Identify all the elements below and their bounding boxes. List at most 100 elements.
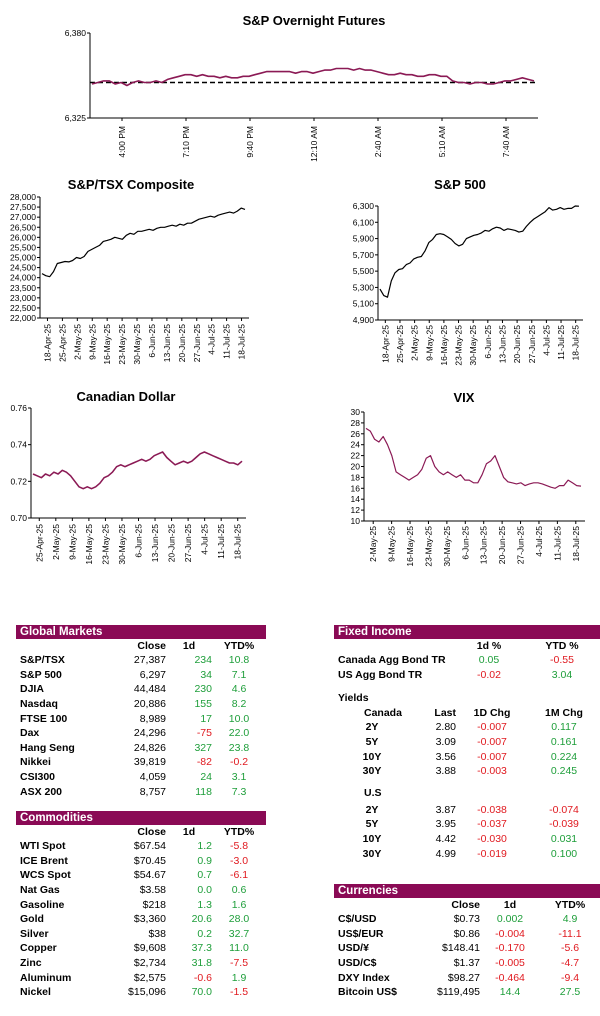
- x-tick-label: 9-May-25: [67, 524, 77, 560]
- currency-name: USD/C$: [338, 957, 377, 970]
- commodity-name: Silver: [20, 927, 49, 940]
- x-tick-label: 4-Jul-25: [200, 524, 210, 555]
- yield-last: 4.42: [435, 833, 456, 846]
- y-tick-label: 27,500: [10, 202, 36, 212]
- x-tick-label: 27-Jun-25: [183, 524, 193, 563]
- change-1d: 31.8: [191, 957, 212, 970]
- change-1d: -0.464: [495, 971, 525, 984]
- x-tick-label: 11-Jul-25: [556, 325, 566, 360]
- close-value: 27,387: [133, 654, 166, 667]
- close-value: $3.58: [139, 884, 166, 897]
- change-ytd: 4.9: [562, 913, 578, 926]
- col-ytd: YTD%: [554, 899, 586, 911]
- yield-term: 10Y: [362, 833, 382, 846]
- change-ytd: 1.9: [231, 971, 247, 984]
- x-tick-label: 23-May-25: [454, 325, 464, 366]
- x-tick-label: 27-Jun-25: [527, 325, 537, 364]
- yield-term: 5Y: [365, 736, 379, 749]
- table-header-row: Close 1d YTD%: [338, 898, 600, 912]
- us-label: U.S: [364, 786, 382, 799]
- change-1m: 0.117: [551, 721, 577, 734]
- table-row: Gold $3,360 20.6 28.0: [20, 912, 266, 927]
- market-name: S&P/TSX: [20, 654, 65, 667]
- chart-title: S&P Overnight Futures: [243, 13, 386, 28]
- col-1d-pct: 1d %: [476, 640, 502, 652]
- change-ytd: -1.5: [229, 986, 249, 999]
- y-tick-label: 5,500: [353, 266, 375, 276]
- table-row: USD/¥ $148.41 -0.170 -5.6: [338, 941, 600, 956]
- x-tick-label: 4:00 PM: [117, 126, 127, 158]
- y-tick-label: 25,500: [10, 242, 36, 252]
- change-1m: 0.245: [550, 765, 578, 778]
- chart-vix: VIX 30 28 26 24 22 20 18 16 14 12 10 2-May-25 9-May-2…: [330, 385, 600, 585]
- col-1d: 1d: [503, 899, 517, 911]
- y-tick-label: 6,300: [353, 201, 375, 211]
- x-tick-label: 18-Apr-25: [380, 325, 390, 363]
- x-tick-label: 11-Jul-25: [222, 324, 232, 359]
- x-tick-label: 30-May-25: [442, 526, 452, 567]
- y-tick-label: 0.72: [10, 476, 27, 486]
- change-1d: 0.05: [478, 654, 500, 667]
- change-1d: 14.4: [499, 986, 521, 999]
- yield-term: 30Y: [362, 847, 382, 860]
- y-tick-label: 28: [351, 418, 361, 428]
- col-1d: 1d: [182, 640, 196, 652]
- close-value: $2,575: [133, 971, 166, 984]
- x-tick-label: 13-Jun-25: [150, 524, 160, 563]
- yield-term: 2Y: [365, 721, 379, 734]
- y-tick-label: 24: [351, 440, 361, 450]
- commodities-header: Commodities: [16, 811, 266, 825]
- yield-last: 3.88: [435, 765, 456, 778]
- close-value: $98.27: [447, 971, 480, 984]
- series-line: [379, 205, 580, 298]
- table-row: Hang Seng 24,826 327 23.8: [20, 741, 266, 756]
- change-ytd: 0.6: [231, 884, 247, 897]
- commodity-name: ICE Brent: [20, 854, 68, 867]
- y-tick-label: 24,000: [10, 273, 36, 283]
- x-tick-label: 18-Jul-25: [237, 324, 247, 360]
- change-ytd: 1.6: [231, 898, 247, 911]
- chart-title: VIX: [454, 390, 475, 405]
- change-ytd: 10.8: [228, 654, 250, 667]
- x-tick-label: 23-May-25: [423, 526, 433, 567]
- market-name: ASX 200: [20, 785, 63, 798]
- y-tick-label: 5,300: [353, 282, 375, 292]
- close-value: $1.37: [453, 957, 480, 970]
- x-tick-label: 13-Jun-25: [497, 325, 507, 364]
- x-tick-label: 2-May-25: [368, 526, 378, 562]
- y-tick-label: 22,500: [10, 303, 36, 313]
- yield-last: 3.87: [435, 803, 456, 816]
- change-1d: 34: [200, 668, 212, 681]
- close-value: $70.45: [133, 854, 166, 867]
- x-tick-label: 18-Jul-25: [571, 325, 581, 361]
- change-1d: -0.6: [193, 971, 212, 984]
- change-ytd: 7.1: [231, 668, 247, 681]
- table-row: Nat Gas $3.58 0.0 0.6: [20, 883, 266, 898]
- close-value: $2,734: [133, 957, 166, 970]
- change-ytd: 11.0: [229, 942, 249, 955]
- close-value: $0.73: [453, 913, 480, 926]
- series-line: [91, 67, 535, 87]
- yield-last: 4.99: [435, 847, 456, 860]
- chart-cad: Canadian Dollar 0.76 0.74 0.72 0.70 25-Apr-25…: [0, 385, 270, 585]
- close-value: $67.54: [133, 840, 166, 853]
- x-tick-label: 30-May-25: [117, 524, 127, 565]
- close-value: $54.67: [133, 869, 166, 882]
- y-tick-label: 26,500: [10, 222, 36, 232]
- change-1d: 1.2: [197, 840, 212, 853]
- close-value: $218: [142, 898, 166, 911]
- table-row: C$/USD $0.73 0.002 4.9: [338, 912, 600, 927]
- close-value: 39,819: [133, 756, 166, 769]
- x-tick-label: 27-Jun-25: [192, 324, 202, 363]
- market-name: Nasdaq: [20, 698, 58, 711]
- table-row: Bitcoin US$ $119,495 14.4 27.5: [338, 985, 600, 1000]
- currency-name: USD/¥: [338, 942, 369, 955]
- close-value: 4,059: [139, 771, 166, 784]
- y-tick-label: 18: [351, 472, 361, 482]
- change-1d: 230: [194, 683, 212, 696]
- x-tick-label: 13-Jun-25: [479, 526, 489, 565]
- col-ytd: YTD%: [223, 826, 255, 838]
- x-tick-label: 16-May-25: [102, 324, 112, 365]
- fixed-income-header: Fixed Income: [334, 625, 600, 639]
- col-close: Close: [137, 826, 166, 838]
